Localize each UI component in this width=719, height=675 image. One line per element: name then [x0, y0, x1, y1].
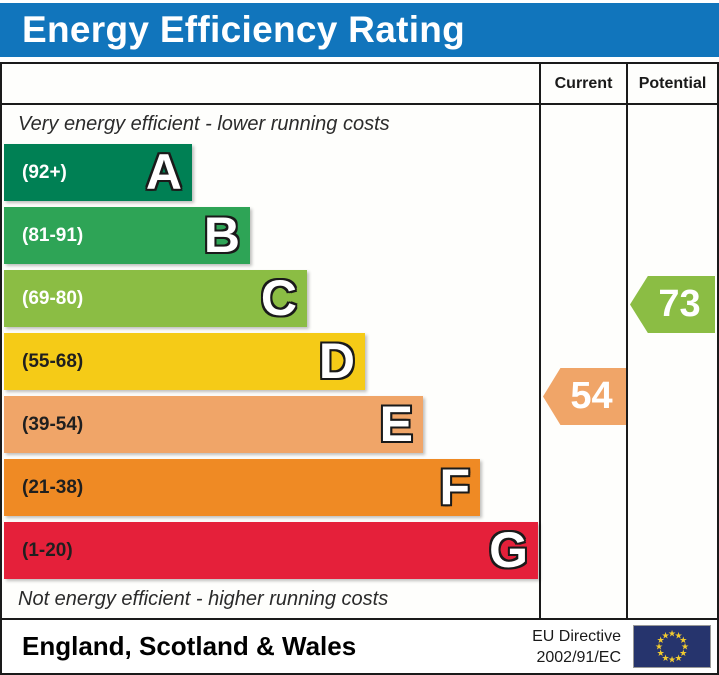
band-range-f: (21-38)	[22, 476, 84, 498]
band-range-a: (92+)	[22, 161, 67, 183]
header-current-cell: Current	[541, 64, 628, 103]
page-title: Energy Efficiency Rating	[22, 9, 466, 50]
potential-rating-value: 73	[658, 283, 701, 325]
band-bar-a: (92+) A	[4, 144, 192, 201]
svg-text:★: ★	[661, 653, 669, 663]
band-range-e: (39-54)	[22, 413, 84, 435]
band-range-d: (55-68)	[22, 350, 84, 372]
svg-text:★: ★	[661, 630, 669, 640]
band-letter-c: C	[260, 270, 297, 326]
svg-text:★: ★	[668, 629, 676, 639]
band-letter-f: F	[439, 459, 470, 515]
bottom-note: Not energy efficient - higher running co…	[18, 588, 389, 610]
band-bar-e: (39-54) E	[4, 396, 423, 453]
table-footer: England, Scotland & Wales EU Directive 2…	[2, 620, 717, 673]
band-bar-d: (55-68) D	[4, 333, 365, 390]
title-bar: Energy Efficiency Rating	[0, 3, 719, 57]
svg-text:★: ★	[679, 648, 687, 658]
eu-flag-stars: ★ ★ ★ ★ ★ ★ ★ ★ ★ ★ ★ ★	[655, 629, 689, 665]
band-range-b: (81-91)	[22, 224, 84, 246]
svg-text:★: ★	[679, 635, 687, 645]
band-row-d: (55-68) D	[2, 333, 539, 390]
header-potential-cell: Potential	[628, 64, 717, 103]
svg-text:★: ★	[657, 648, 665, 658]
band-bar-b: (81-91) B	[4, 207, 250, 264]
current-column	[541, 105, 628, 618]
table-body: Very energy efficient - lower running co…	[2, 105, 717, 620]
potential-column-header: Potential	[638, 74, 707, 92]
eu-flag-icon: ★ ★ ★ ★ ★ ★ ★ ★ ★ ★ ★ ★	[633, 625, 711, 668]
band-row-c: (69-80) C	[2, 270, 539, 327]
svg-text:★: ★	[674, 630, 682, 640]
eu-directive-label: EU Directive 2002/91/EC	[532, 626, 621, 668]
top-note: Very energy efficient - lower running co…	[18, 113, 390, 135]
current-rating-value: 54	[570, 375, 613, 417]
eu-directive-line1: EU Directive	[532, 627, 621, 645]
current-rating-arrow: 54	[543, 368, 626, 425]
band-row-f: (21-38) F	[2, 459, 539, 516]
svg-text:★: ★	[668, 655, 676, 665]
svg-text:★: ★	[681, 642, 689, 652]
band-letter-g: G	[489, 522, 528, 578]
svg-text:★: ★	[655, 642, 663, 652]
band-bar-c: (69-80) C	[4, 270, 307, 327]
band-row-a: (92+) A	[2, 144, 539, 201]
band-bar-f: (21-38) F	[4, 459, 480, 516]
eu-directive-line2: 2002/91/EC	[536, 648, 621, 666]
potential-column	[628, 105, 717, 618]
current-column-header: Current	[554, 74, 613, 92]
eu-flag-background	[633, 625, 711, 668]
region-label: England, Scotland & Wales	[22, 631, 357, 661]
band-letter-e: E	[379, 396, 413, 452]
bands-column: Very energy efficient - lower running co…	[2, 105, 541, 618]
band-row-e: (39-54) E	[2, 396, 539, 453]
svg-text:★: ★	[657, 635, 665, 645]
table-header: Current Potential	[2, 64, 717, 105]
band-letter-b: B	[203, 207, 240, 263]
band-letter-a: A	[145, 144, 182, 200]
band-row-g: (1-20) G	[2, 522, 539, 579]
band-range-g: (1-20)	[22, 539, 73, 561]
band-letter-d: D	[318, 333, 355, 389]
band-bar-g: (1-20) G	[4, 522, 538, 579]
svg-text:★: ★	[674, 653, 682, 663]
potential-rating-arrow: 73	[630, 276, 715, 333]
band-row-b: (81-91) B	[2, 207, 539, 264]
band-range-c: (69-80)	[22, 287, 84, 309]
header-main-cell	[2, 64, 541, 103]
